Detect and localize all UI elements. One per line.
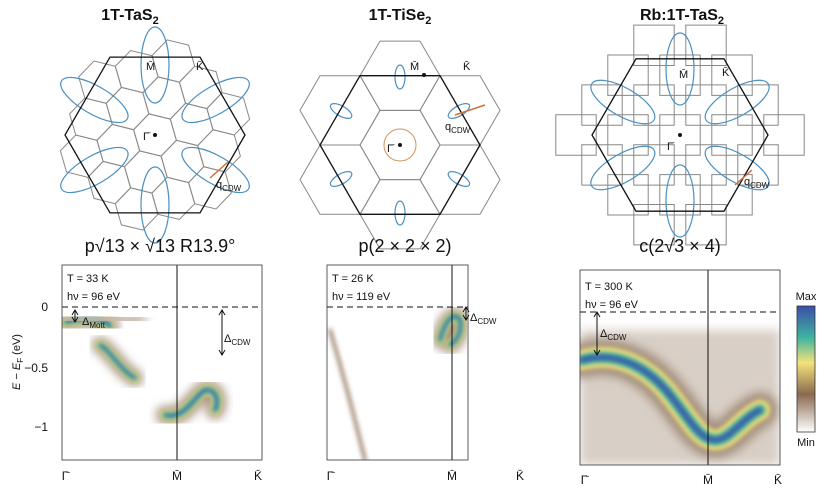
k-label: K̄ (463, 60, 471, 73)
colorbar (797, 306, 815, 432)
m-label: M̄ (679, 68, 688, 81)
brillouin-zones (54, 25, 804, 249)
x-tick-label: Γ̄ (581, 473, 590, 487)
superlattice-zone (152, 40, 195, 82)
superlattice-zone (97, 124, 140, 166)
y-axis-label: E − EF (eV) (11, 334, 25, 390)
x-tick-label: K̄ (516, 469, 524, 483)
superlattice-zone (60, 135, 103, 177)
superlattice-zone (106, 87, 149, 129)
x-tick-label: Γ̄ (327, 469, 336, 483)
superlattice-zone (556, 115, 596, 155)
x-tick-label: K̄ (254, 469, 262, 483)
superlattice-zone (582, 145, 622, 185)
superstructure: p(2 × 2 × 2) (358, 236, 451, 256)
panel-title: Rb:1T-TaS2 (640, 7, 724, 27)
fermi-surface (395, 65, 405, 89)
gamma-point (678, 133, 682, 137)
q-label: qCDW (744, 176, 770, 190)
x-tick-label: M̄ (447, 469, 457, 483)
temperature: T = 26 K (332, 273, 374, 285)
panel-title: 1T-TiSe2 (369, 7, 432, 27)
x-tick-label: K̄ (774, 473, 782, 487)
x-tick-label: Γ̄ (62, 469, 71, 483)
superstructure: c(2√3 × 4) (639, 236, 720, 256)
m-label: M̄ (410, 60, 419, 73)
image (580, 330, 780, 465)
figure: 1T-TaS2 1T-TiSe2 Rb:1T-TaS2 M̄ K̄ Γ̄ qCD… (0, 0, 824, 495)
y-tick-label: −0.5 (24, 361, 48, 375)
superlattice-zone (608, 115, 648, 155)
y-tick-label: 0 (41, 300, 48, 314)
superlattice-zone (738, 85, 778, 125)
superlattice-zone (170, 103, 213, 145)
x-tick-label: M̄ (703, 473, 713, 487)
gamma-label: Γ̄ (387, 143, 395, 155)
superlattice-zone (582, 85, 622, 125)
fermi-surface (328, 101, 354, 122)
photon-energy: hν = 96 eV (67, 291, 121, 303)
superlattice-zone (115, 188, 158, 230)
superlattice-zone (207, 93, 250, 135)
fermi-surface (328, 169, 354, 190)
m-point (422, 73, 426, 77)
gamma-point (398, 143, 402, 147)
fermi-surface (666, 165, 694, 237)
arpes-images (62, 265, 780, 465)
q-label: qCDW (216, 179, 242, 193)
panel-title: 1T-TaS2 (101, 7, 158, 27)
y-tick-label: −1 (34, 420, 48, 434)
photon-energy: hν = 96 eV (585, 299, 639, 311)
x-tick-label: M̄ (172, 469, 182, 483)
temperature: T = 33 K (67, 273, 109, 285)
k-label: K̄ (196, 60, 204, 73)
photon-energy: hν = 119 eV (332, 291, 391, 303)
m-label: M̄ (146, 60, 155, 73)
fermi-surface (395, 201, 405, 225)
gap-label: ΔCDW (470, 312, 497, 326)
k-label: K̄ (722, 66, 730, 79)
superlattice-zone (712, 115, 752, 155)
superstructure: p√13 × √13 R13.9° (85, 236, 236, 256)
colorbar-min: Min (797, 437, 815, 449)
gamma-point (153, 133, 157, 137)
superlattice-zone (143, 77, 186, 119)
temperature: T = 300 K (585, 281, 633, 293)
fermi-surface (446, 169, 472, 190)
gamma-label: Γ̄ (143, 131, 151, 143)
superlattice-zone (88, 161, 131, 203)
superlattice-zone (161, 140, 204, 182)
superlattice-zone (764, 115, 804, 155)
superlattice-zone (125, 151, 168, 193)
colorbar-max: Max (796, 291, 817, 303)
